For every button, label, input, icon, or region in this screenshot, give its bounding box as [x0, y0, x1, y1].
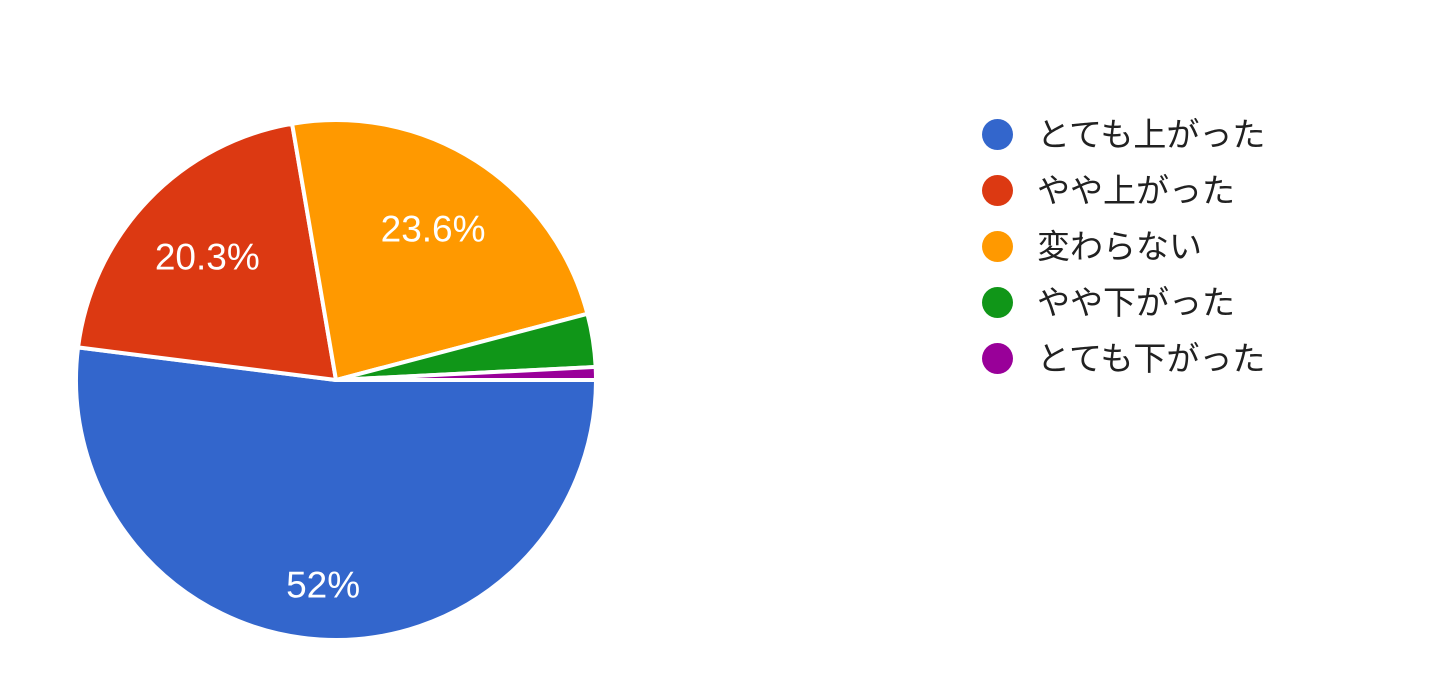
- legend-item-2: 変わらない: [982, 218, 1265, 274]
- legend-color-swatch: [982, 230, 1013, 262]
- legend-item-label: とても下がった: [1037, 339, 1266, 377]
- pie-slice-1[interactable]: [76, 121, 338, 382]
- pie-slice-4[interactable]: [334, 364, 598, 382]
- legend-item-0: とても上がった: [982, 106, 1265, 162]
- legend-item-label: とても上がった: [1037, 115, 1266, 153]
- legend-item-3: やや下がった: [982, 274, 1265, 330]
- pie-slice-2[interactable]: [290, 118, 590, 382]
- legend-item-label: やや上がった: [1037, 171, 1235, 209]
- slice-percentage-label: 20.3%: [155, 236, 260, 277]
- chart-legend: とても上がった やや上がった 変わらないやや下がった とても下がった: [982, 106, 1265, 386]
- legend-item-label: 変わらない: [1037, 227, 1202, 265]
- pie-chart: 52% 20.3% 23.6%: [74, 118, 598, 642]
- slice-percentage-label: 52%: [286, 565, 360, 606]
- legend-color-swatch: [982, 174, 1013, 206]
- slice-percentage-label: 23.6%: [381, 209, 486, 250]
- legend-item-1: やや上がった: [982, 162, 1265, 218]
- legend-color-swatch: [982, 286, 1013, 318]
- legend-color-swatch: [982, 342, 1013, 374]
- legend-item-4: とても下がった: [982, 330, 1265, 386]
- pie-slice-0[interactable]: [74, 345, 598, 642]
- legend-color-swatch: [982, 118, 1013, 150]
- legend-item-label: やや下がった: [1037, 283, 1235, 321]
